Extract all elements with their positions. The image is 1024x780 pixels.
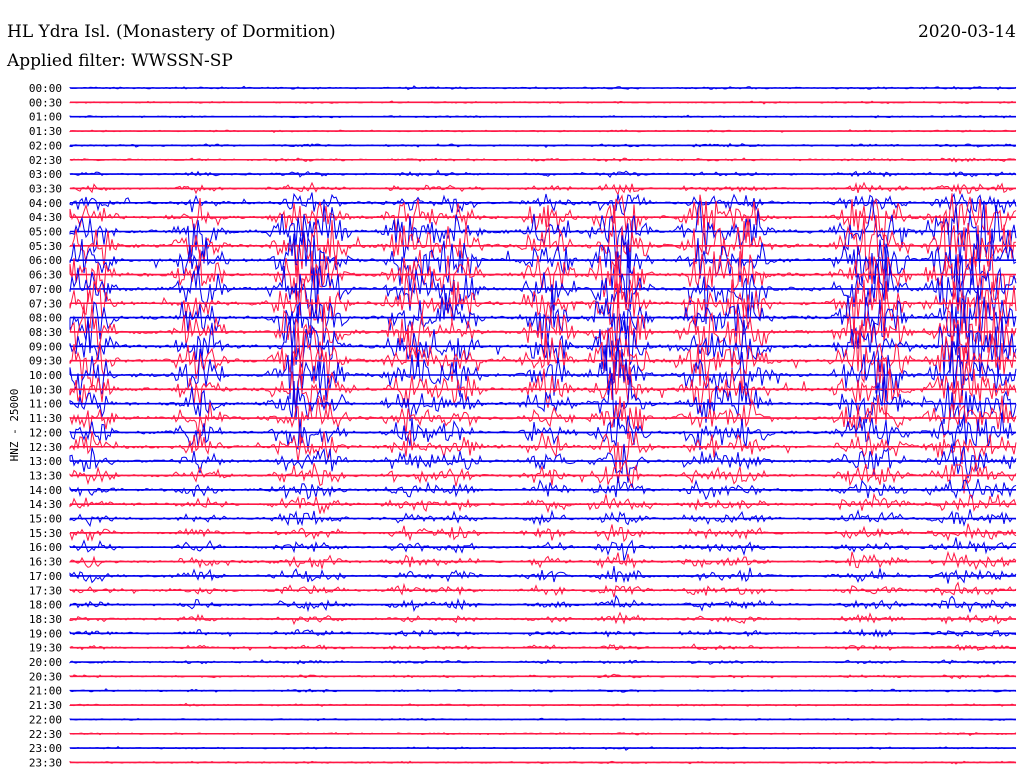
y-tick-label: 12:30 [29,441,62,454]
trace-line [69,459,1017,494]
y-tick-label: 13:30 [29,469,62,482]
trace-group [69,85,1017,765]
y-tick-label: 04:30 [29,211,62,224]
trace-line [69,349,1017,421]
y-tick-label: 04:00 [29,197,62,210]
y-tick-label: 21:00 [29,685,62,698]
y-tick-label: 18:30 [29,613,62,626]
y-tick-label: 15:30 [29,527,62,540]
y-tick-label: 19:30 [29,642,62,655]
y-tick-label: 17:30 [29,584,62,597]
y-tick-label: 06:30 [29,269,62,282]
y-tick-label: 07:00 [29,283,62,296]
y-tick-label: 06:00 [29,254,62,267]
y-tick-label: 08:00 [29,312,62,325]
y-tick-label: 01:30 [29,125,62,138]
trace-line [69,429,1017,470]
y-tick-label: 11:30 [29,412,62,425]
y-tick-label: 00:00 [29,82,62,95]
y-tick-label: 23:00 [29,742,62,755]
y-tick-label: 03:00 [29,168,62,181]
y-tick-label: 12:00 [29,426,62,439]
y-tick-label: 20:30 [29,670,62,683]
y-tick-label: 21:30 [29,699,62,712]
y-tick-label: 02:30 [29,154,62,167]
y-tick-label: 05:00 [29,226,62,239]
trace-line [69,537,1017,561]
y-tick-label: 13:00 [29,455,62,468]
y-tick-label: 03:30 [29,182,62,195]
trace-line [69,394,1017,445]
station-title: HL Ydra Isl. (Monastery of Dormition) [7,22,336,42]
y-tick-label: 09:30 [29,355,62,368]
trace-line [69,239,1017,328]
y-tick-label: 22:00 [29,713,62,726]
y-tick-label: 00:30 [29,96,62,109]
y-tick-label: 17:00 [29,570,62,583]
y-tick-label: 10:30 [29,383,62,396]
y-axis-label: HNZ - 25000 [8,389,21,462]
y-tick-label: 16:30 [29,556,62,569]
trace-line [69,509,1017,528]
trace-line [69,199,1017,273]
y-tick-label: 01:00 [29,111,62,124]
y-tick-label: 11:00 [29,398,62,411]
y-tick-label: 02:00 [29,139,62,152]
y-tick-label: 16:00 [29,541,62,554]
date-label: 2020-03-14 [918,22,1016,42]
y-tick-label: 18:00 [29,599,62,612]
y-tick-label: 05:30 [29,240,62,253]
y-tick-label: 19:00 [29,627,62,640]
y-tick-label: 15:00 [29,513,62,526]
y-tick-label: 14:00 [29,484,62,497]
trace-line [69,443,1017,483]
y-tick-label: 10:00 [29,369,62,382]
trace-line [69,550,1017,571]
y-tick-label: 23:30 [29,756,62,769]
y-tick-label: 22:30 [29,728,62,741]
filter-label: Applied filter: WWSSN-SP [6,51,233,71]
trace-line [69,566,1017,584]
y-tick-label: 20:00 [29,656,62,669]
y-tick-label: 09:00 [29,340,62,353]
y-tick-label: 14:30 [29,498,62,511]
y-tick-label: 08:30 [29,326,62,339]
trace-line [69,325,1017,405]
y-tick-label: 07:30 [29,297,62,310]
trace-line [69,372,1017,428]
trace-line [69,228,1017,295]
trace-line [69,285,1017,354]
trace-line [69,204,1017,286]
